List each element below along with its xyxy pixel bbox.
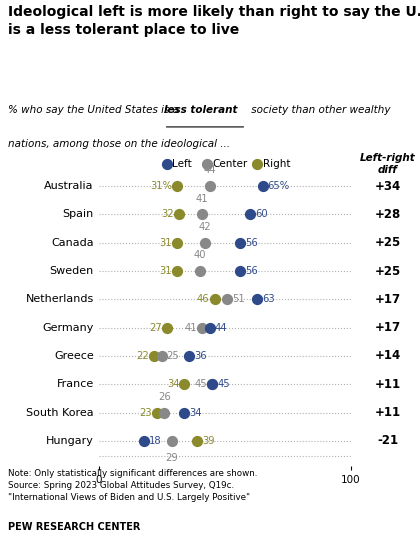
Text: France: France bbox=[56, 379, 94, 389]
Point bbox=[163, 160, 170, 168]
Point bbox=[168, 436, 175, 445]
Text: Sweden: Sweden bbox=[50, 266, 94, 276]
Text: 51: 51 bbox=[232, 294, 245, 304]
Text: +17: +17 bbox=[374, 321, 401, 334]
Point bbox=[209, 380, 215, 389]
Text: 65%: 65% bbox=[268, 181, 290, 191]
Point bbox=[254, 295, 261, 303]
Text: Australia: Australia bbox=[44, 181, 94, 191]
Point bbox=[186, 352, 193, 360]
Text: 32: 32 bbox=[162, 210, 174, 219]
Text: 60: 60 bbox=[255, 210, 268, 219]
Text: 56: 56 bbox=[245, 238, 257, 248]
Point bbox=[236, 267, 243, 276]
Point bbox=[259, 182, 266, 190]
Text: 63: 63 bbox=[262, 294, 275, 304]
Text: +25: +25 bbox=[374, 236, 401, 249]
Text: South Korea: South Korea bbox=[26, 407, 94, 418]
Text: 40: 40 bbox=[193, 250, 206, 260]
Text: 45: 45 bbox=[194, 379, 207, 389]
Text: +34: +34 bbox=[374, 180, 401, 192]
Text: nations, among those on the ideological ...: nations, among those on the ideological … bbox=[8, 139, 231, 148]
Point bbox=[173, 239, 180, 247]
Text: -21: -21 bbox=[377, 434, 398, 448]
Text: +25: +25 bbox=[374, 265, 401, 278]
Point bbox=[247, 210, 253, 219]
Point bbox=[141, 436, 147, 445]
Point bbox=[161, 408, 168, 417]
Text: +28: +28 bbox=[374, 208, 401, 221]
Point bbox=[151, 352, 158, 360]
Point bbox=[204, 160, 210, 168]
Text: 29: 29 bbox=[165, 453, 178, 463]
Text: society than other wealthy: society than other wealthy bbox=[248, 105, 391, 115]
Text: 23: 23 bbox=[139, 407, 152, 418]
Text: 44: 44 bbox=[215, 323, 227, 333]
Point bbox=[158, 352, 165, 360]
Text: Hungary: Hungary bbox=[46, 436, 94, 446]
Text: Canada: Canada bbox=[51, 238, 94, 248]
Text: 27: 27 bbox=[149, 323, 162, 333]
Text: Right: Right bbox=[262, 159, 290, 169]
Text: 39: 39 bbox=[202, 436, 215, 446]
Text: 26: 26 bbox=[158, 392, 171, 402]
Text: +11: +11 bbox=[374, 406, 401, 419]
Point bbox=[181, 408, 188, 417]
Text: 31%: 31% bbox=[150, 181, 172, 191]
Text: 46: 46 bbox=[197, 294, 210, 304]
Point bbox=[196, 267, 203, 276]
Text: Center: Center bbox=[212, 159, 247, 169]
Text: +11: +11 bbox=[374, 378, 401, 391]
Point bbox=[153, 408, 160, 417]
Point bbox=[173, 267, 180, 276]
Point bbox=[163, 323, 170, 332]
Text: +17: +17 bbox=[374, 293, 401, 306]
Point bbox=[236, 239, 243, 247]
Text: Left-right
diff: Left-right diff bbox=[360, 153, 415, 175]
Point bbox=[194, 436, 200, 445]
Text: Spain: Spain bbox=[63, 210, 94, 219]
Point bbox=[206, 182, 213, 190]
Text: % who say the United States is a: % who say the United States is a bbox=[8, 105, 183, 115]
Text: Netherlands: Netherlands bbox=[25, 294, 94, 304]
Point bbox=[201, 239, 208, 247]
Point bbox=[254, 160, 261, 168]
Text: Greece: Greece bbox=[54, 351, 94, 361]
Point bbox=[173, 182, 180, 190]
Text: 22: 22 bbox=[136, 351, 149, 361]
Text: less tolerant: less tolerant bbox=[164, 105, 237, 115]
Point bbox=[181, 380, 188, 389]
Point bbox=[211, 295, 218, 303]
Text: 18: 18 bbox=[149, 436, 162, 446]
Text: Ideological left is more likely than right to say the U.S.
is a less tolerant pl: Ideological left is more likely than rig… bbox=[8, 5, 420, 36]
Point bbox=[206, 323, 213, 332]
Text: 42: 42 bbox=[198, 222, 211, 232]
Text: 25: 25 bbox=[167, 351, 179, 361]
Point bbox=[176, 210, 183, 219]
Text: 45: 45 bbox=[217, 379, 230, 389]
Text: 56: 56 bbox=[245, 266, 257, 276]
Text: 31: 31 bbox=[159, 266, 172, 276]
Text: 36: 36 bbox=[194, 351, 207, 361]
Text: Note: Only statistically significant differences are shown.
Source: Spring 2023 : Note: Only statistically significant dif… bbox=[8, 469, 258, 502]
Point bbox=[199, 323, 205, 332]
Text: 41: 41 bbox=[184, 323, 197, 333]
Text: 34: 34 bbox=[189, 407, 202, 418]
Point bbox=[199, 210, 205, 219]
Point bbox=[209, 380, 215, 389]
Text: 31: 31 bbox=[159, 238, 172, 248]
Text: 41: 41 bbox=[196, 193, 208, 204]
Text: Germany: Germany bbox=[42, 323, 94, 333]
Text: PEW RESEARCH CENTER: PEW RESEARCH CENTER bbox=[8, 522, 141, 532]
Text: +14: +14 bbox=[374, 349, 401, 362]
Text: 34: 34 bbox=[167, 379, 179, 389]
Point bbox=[224, 295, 231, 303]
Text: Left: Left bbox=[172, 159, 192, 169]
Text: 44: 44 bbox=[203, 166, 216, 175]
